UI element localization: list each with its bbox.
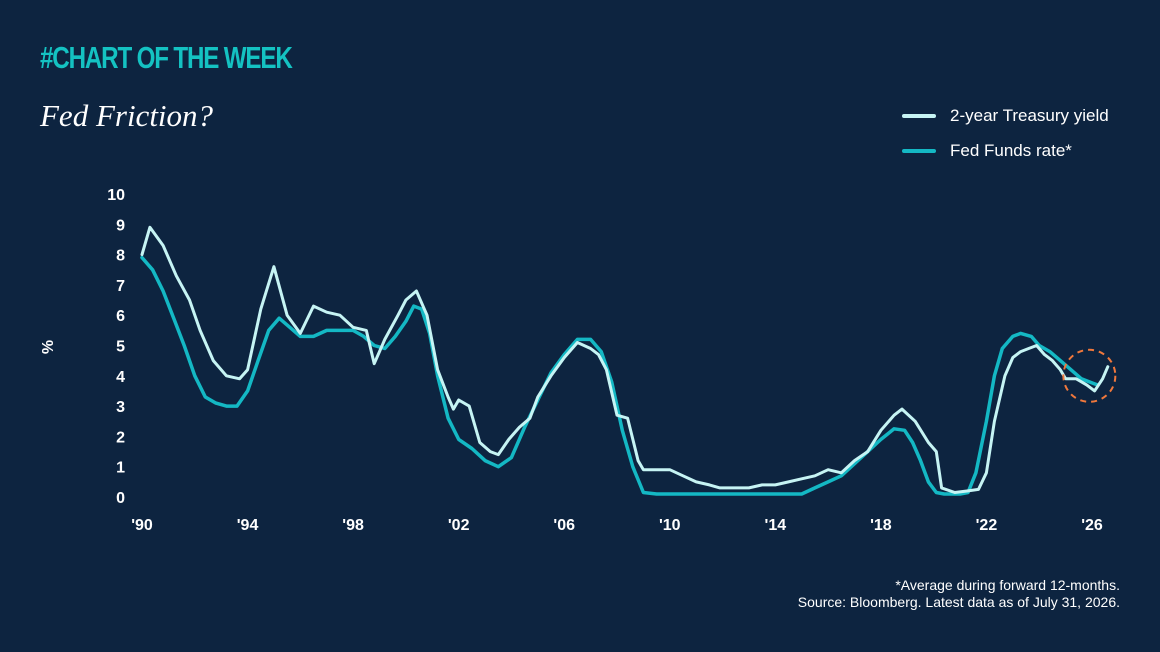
legend-item-fedfunds: Fed Funds rate*: [902, 133, 1109, 168]
series-line-treasury: [140, 225, 1110, 494]
x-tick-label: '94: [237, 517, 259, 534]
legend-swatch-treasury: [902, 113, 936, 118]
x-tick-label: '98: [342, 517, 364, 534]
x-tick-label: '02: [448, 517, 470, 534]
y-axis: 0 1 2 3 4 5 6 7 8 9 10: [107, 187, 125, 507]
y-tick-label: 5: [116, 339, 125, 356]
y-tick-label: 4: [116, 369, 125, 386]
footnote: *Average during forward 12-months. Sourc…: [798, 577, 1120, 611]
x-tick-label: '10: [659, 517, 681, 534]
x-tick-label: '22: [976, 517, 998, 534]
footnote-line-1: *Average during forward 12-months.: [895, 577, 1120, 593]
y-tick-label: 6: [116, 308, 125, 325]
x-tick-label: '14: [765, 517, 787, 534]
series-lines: [140, 225, 1110, 496]
legend-label-treasury: 2-year Treasury yield: [950, 105, 1109, 125]
x-axis: '90 '94 '98 '02 '06 '10 '14 '18 '22 '26: [131, 517, 1103, 534]
y-tick-label: 10: [107, 187, 125, 204]
source-line: Source: Bloomberg. Latest data as of Jul…: [797, 594, 1120, 610]
legend: 2-year Treasury yield Fed Funds rate*: [902, 98, 1109, 168]
legend-label-fedfunds: Fed Funds rate*: [950, 140, 1072, 160]
y-tick-label: 2: [116, 429, 125, 446]
y-tick-label: 0: [116, 490, 125, 507]
chart-title: Fed Friction?: [40, 98, 214, 133]
x-tick-label: '90: [131, 517, 153, 534]
legend-item-treasury: 2-year Treasury yield: [902, 98, 1109, 133]
y-tick-label: 3: [116, 399, 125, 416]
y-axis-label: %: [40, 340, 57, 354]
y-tick-label: 9: [116, 217, 125, 234]
chart-of-the-week-kicker: #CHART OF THE WEEK: [40, 40, 293, 75]
x-tick-label: '26: [1081, 517, 1103, 534]
y-tick-label: 1: [116, 460, 125, 477]
highlight-circle: [1062, 348, 1117, 403]
y-tick-label: 7: [116, 278, 125, 295]
series-line-fedfunds: [140, 255, 1100, 496]
x-tick-label: '06: [553, 517, 575, 534]
x-tick-label: '18: [870, 517, 892, 534]
legend-swatch-fedfunds: [902, 148, 936, 153]
y-tick-label: 8: [116, 248, 125, 265]
